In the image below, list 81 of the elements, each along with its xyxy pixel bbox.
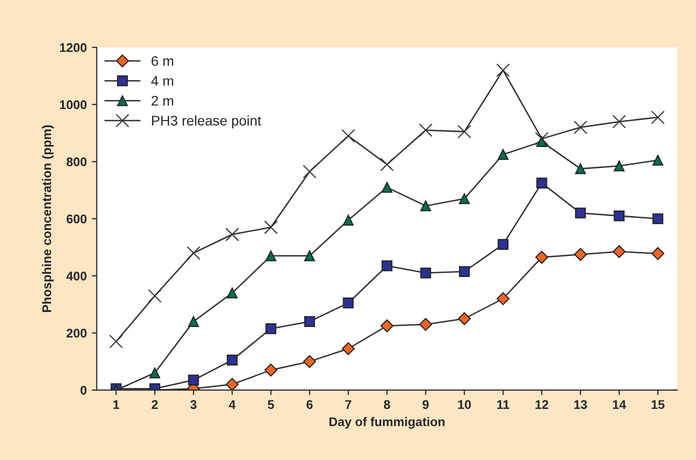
point	[302, 164, 316, 178]
x-tick-label: 12	[536, 400, 548, 409]
point	[304, 250, 315, 262]
point	[186, 246, 200, 260]
legend-label: 6 m	[152, 56, 174, 66]
point	[265, 323, 276, 334]
point	[612, 245, 626, 258]
point	[342, 342, 355, 356]
point	[535, 250, 548, 264]
point	[264, 364, 278, 377]
x-tick-label: 10	[458, 400, 471, 409]
point	[225, 228, 239, 242]
point	[304, 316, 315, 327]
point	[226, 378, 239, 390]
point	[264, 220, 278, 234]
legend-label: 2 m	[152, 96, 174, 106]
y-tick-label: 200	[66, 328, 87, 338]
x-tick-label: 5	[268, 400, 274, 409]
point	[574, 248, 587, 261]
y-tick-label: 1200	[60, 43, 87, 52]
point	[149, 368, 160, 378]
point	[575, 208, 586, 218]
x-tick-label: 2	[152, 400, 158, 409]
point	[226, 354, 238, 366]
point	[303, 355, 316, 368]
x-tick-label: 14	[612, 400, 626, 409]
point	[148, 289, 162, 303]
x-tick-label: 13	[574, 400, 587, 409]
point	[382, 182, 392, 193]
point	[226, 288, 238, 298]
point	[380, 158, 394, 172]
point	[651, 247, 664, 260]
x-tick-label: 4	[228, 400, 236, 409]
point	[614, 160, 625, 172]
point	[612, 114, 626, 128]
legend-label: PH3 release point	[152, 115, 262, 128]
point	[380, 319, 394, 332]
point	[419, 318, 432, 331]
point	[188, 316, 199, 327]
point	[458, 312, 471, 326]
y-tick-label: 0	[80, 386, 87, 395]
point	[342, 298, 354, 308]
point	[109, 334, 123, 348]
point	[652, 154, 664, 166]
point	[342, 214, 354, 226]
point	[458, 193, 470, 204]
y-tick-label: 1000	[60, 100, 87, 110]
x-tick-label: 7	[345, 400, 352, 409]
point	[652, 213, 664, 224]
point	[188, 374, 199, 386]
x-tick-label: 8	[384, 400, 390, 409]
x-tick-label: 9	[422, 400, 429, 409]
point	[614, 210, 625, 222]
point	[498, 239, 508, 250]
point	[382, 260, 392, 272]
point	[496, 63, 510, 78]
point	[496, 292, 510, 306]
point	[498, 149, 508, 160]
point	[651, 110, 665, 124]
point	[534, 132, 549, 146]
x-tick-label: 1	[113, 400, 120, 409]
x-tick-label: 3	[190, 400, 197, 409]
point	[341, 129, 356, 143]
x-axis-title: Day of fummigation	[329, 417, 445, 429]
point	[418, 123, 432, 138]
point	[265, 250, 276, 262]
x-tick-label: 6	[306, 400, 313, 409]
point	[420, 200, 432, 212]
point	[420, 268, 432, 278]
point	[458, 266, 470, 277]
point	[458, 124, 472, 138]
legend-label: 4 m	[151, 76, 174, 86]
y-tick-label: 400	[66, 272, 87, 280]
y-tick-label: 800	[66, 157, 87, 166]
y-axis-title: Phosphine concentration (ppm)	[42, 125, 54, 312]
point	[536, 178, 548, 188]
x-tick-label: 15	[652, 400, 664, 409]
y-tick-label: 600	[66, 214, 87, 224]
x-tick-label: 11	[497, 400, 510, 409]
point	[575, 163, 586, 174]
point	[574, 120, 588, 134]
